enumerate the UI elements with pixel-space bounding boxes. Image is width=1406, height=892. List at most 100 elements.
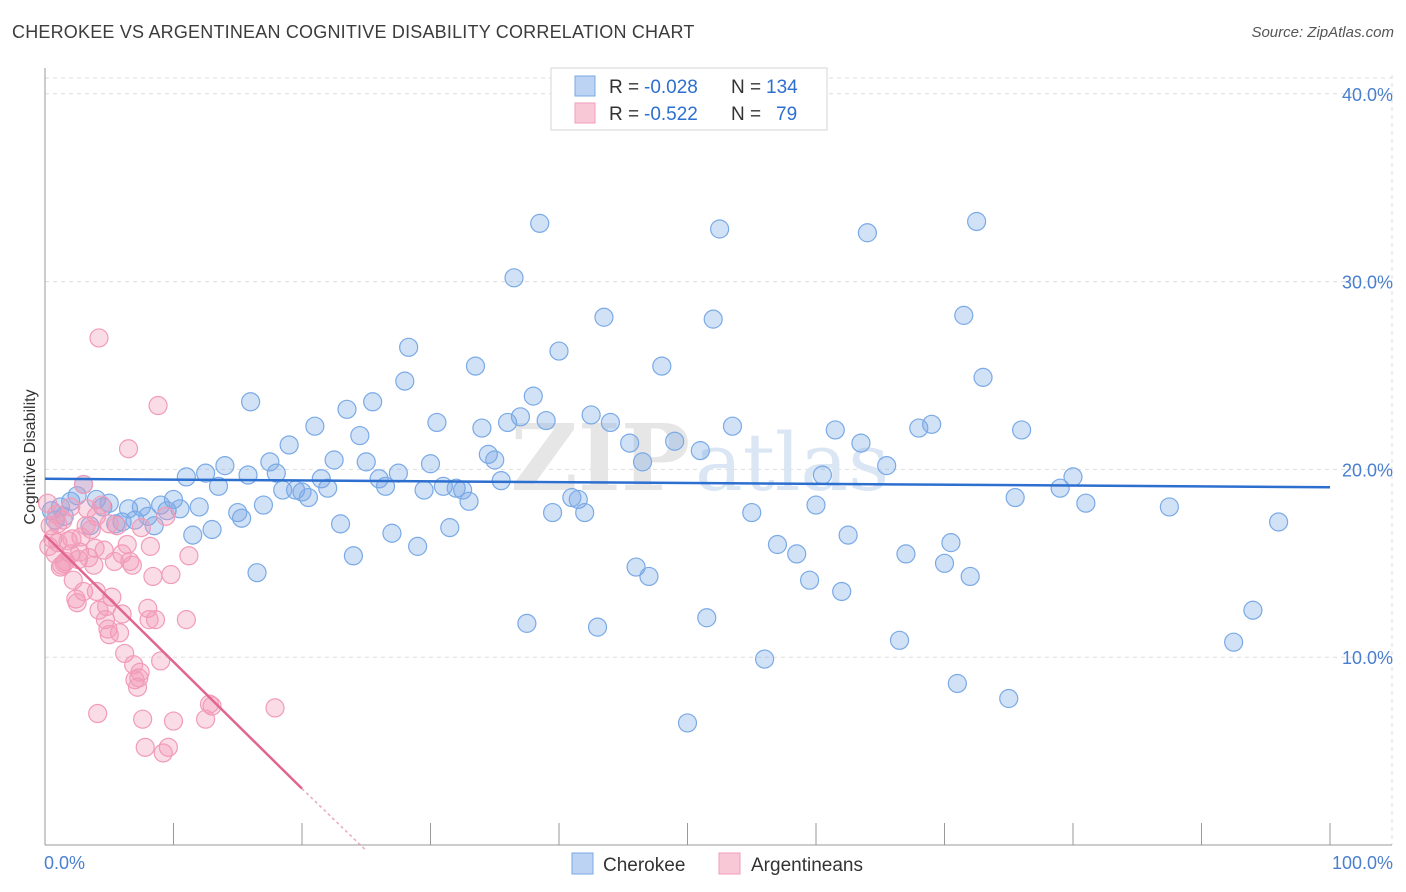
argentineans-point-74 bbox=[139, 610, 159, 630]
cherokee-point-114 bbox=[896, 544, 916, 564]
x-tick-label-1: 100.0% bbox=[1332, 853, 1393, 873]
chart-title: CHEROKEE VS ARGENTINEAN COGNITIVE DISABI… bbox=[12, 22, 695, 42]
legend-n-label-2: N = bbox=[731, 104, 761, 125]
cherokee-point-131 bbox=[1224, 632, 1244, 652]
argentineans-point-71 bbox=[95, 610, 115, 630]
cherokee-point-90 bbox=[632, 452, 653, 472]
cherokee-point-52 bbox=[369, 469, 389, 489]
cherokee-point-92 bbox=[652, 356, 672, 376]
cherokee-point-83 bbox=[575, 502, 595, 523]
argentineans-point-28 bbox=[109, 623, 130, 643]
cherokee-point-125 bbox=[1005, 487, 1025, 508]
cherokee-point-43 bbox=[311, 469, 331, 489]
argentineans-point-27 bbox=[107, 516, 127, 536]
argentineans-point-45 bbox=[153, 743, 173, 763]
cherokee-point-55 bbox=[388, 463, 408, 483]
argentineans-point-54 bbox=[89, 328, 109, 348]
argentineans-point-57 bbox=[77, 499, 98, 519]
cherokee-point-111 bbox=[857, 223, 878, 243]
cherokee-point-61 bbox=[427, 412, 447, 433]
cherokee-point-86 bbox=[594, 307, 614, 327]
cherokee-point-50 bbox=[356, 452, 376, 472]
cherokee-point-59 bbox=[414, 480, 434, 500]
argentineans-point-44 bbox=[151, 651, 171, 671]
cherokee-point-23 bbox=[183, 525, 203, 545]
cherokee-point-49 bbox=[350, 425, 370, 446]
argentineans-point-59 bbox=[118, 439, 139, 459]
cherokee-point-101 bbox=[754, 649, 775, 669]
cherokee-points bbox=[41, 211, 1289, 733]
cherokee-point-78 bbox=[536, 410, 556, 431]
cherokee-point-48 bbox=[343, 546, 363, 566]
source-label: Source: ZipAtlas.com bbox=[1251, 24, 1394, 41]
cherokee-point-60 bbox=[420, 454, 441, 474]
cherokee-point-118 bbox=[941, 533, 961, 553]
cherokee-point-47 bbox=[337, 399, 357, 419]
cherokee-point-89 bbox=[626, 557, 646, 577]
cherokee-point-87 bbox=[600, 412, 621, 433]
argentineans-point-50 bbox=[176, 610, 196, 630]
cherokee-point-100 bbox=[742, 502, 762, 523]
legend-n-label-1: N = bbox=[731, 77, 761, 98]
cherokee-point-96 bbox=[697, 608, 717, 628]
cherokee-point-66 bbox=[459, 491, 479, 511]
x-tick-labels: 0.0% 100.0% bbox=[44, 853, 1393, 873]
cherokee-point-119 bbox=[947, 673, 967, 694]
cherokee-point-54 bbox=[382, 523, 402, 543]
argentineans-point-40 bbox=[140, 536, 160, 556]
cherokee-point-115 bbox=[909, 418, 929, 438]
cherokee-point-85 bbox=[587, 617, 608, 637]
cherokee-point-63 bbox=[440, 518, 460, 538]
cherokee-point-127 bbox=[1050, 478, 1070, 498]
cherokee-point-112 bbox=[877, 456, 897, 476]
cherokee-point-41 bbox=[298, 487, 319, 508]
cherokee-point-58 bbox=[408, 536, 428, 556]
cherokee-point-97 bbox=[703, 309, 723, 329]
cherokee-point-44 bbox=[318, 478, 338, 498]
argentineans-point-69 bbox=[52, 555, 72, 575]
cherokee-point-26 bbox=[202, 519, 222, 540]
legend-r-label-2: R = bbox=[609, 104, 639, 125]
argentineans-point-73 bbox=[129, 668, 149, 688]
legend-r-label-1: R = bbox=[609, 77, 639, 98]
cherokee-point-109 bbox=[838, 525, 858, 545]
cherokee-point-30 bbox=[232, 508, 252, 528]
cherokee-point-103 bbox=[787, 544, 807, 564]
cherokee-point-45 bbox=[324, 450, 344, 470]
argentineans-point-41 bbox=[143, 566, 163, 587]
y-tick-label-3: 40.0% bbox=[1342, 85, 1393, 105]
cherokee-point-126 bbox=[1011, 420, 1032, 440]
legend-r-value-1: -0.028 bbox=[644, 77, 698, 98]
cherokee-point-122 bbox=[967, 211, 987, 232]
argentineans-point-26 bbox=[104, 551, 124, 572]
cherokee-point-70 bbox=[485, 450, 505, 470]
cherokee-point-124 bbox=[999, 688, 1019, 709]
legend-swatch-argentineans bbox=[574, 102, 596, 124]
cherokee-point-93 bbox=[665, 431, 685, 451]
cherokee-point-117 bbox=[934, 553, 955, 573]
x-tick-label-0: 0.0% bbox=[44, 853, 85, 873]
argentineans-point-66 bbox=[99, 514, 119, 534]
cherokee-point-51 bbox=[363, 392, 383, 412]
y-axis-label: Cognitive Disability bbox=[22, 389, 39, 524]
cherokee-point-105 bbox=[806, 495, 826, 515]
argentineans-point-29 bbox=[112, 604, 132, 624]
cherokee-point-15 bbox=[131, 497, 151, 517]
cherokee-point-10 bbox=[99, 493, 119, 513]
argentineans-points bbox=[37, 328, 285, 763]
cherokee-point-120 bbox=[954, 305, 974, 325]
argentineans-point-49 bbox=[163, 711, 184, 731]
grid bbox=[45, 75, 1393, 845]
cherokee-point-35 bbox=[260, 452, 280, 472]
cherokee-point-33 bbox=[247, 563, 267, 583]
cherokee-point-132 bbox=[1243, 600, 1263, 620]
cherokee-point-133 bbox=[1268, 512, 1289, 532]
series-legend: Cherokee Argentineans bbox=[571, 852, 863, 876]
axes bbox=[44, 68, 1392, 846]
argentineans-point-38 bbox=[135, 737, 155, 757]
argentineans-point-60 bbox=[131, 518, 151, 538]
cherokee-point-128 bbox=[1063, 467, 1083, 487]
cherokee-point-25 bbox=[196, 463, 216, 483]
cherokee-point-79 bbox=[542, 502, 563, 523]
